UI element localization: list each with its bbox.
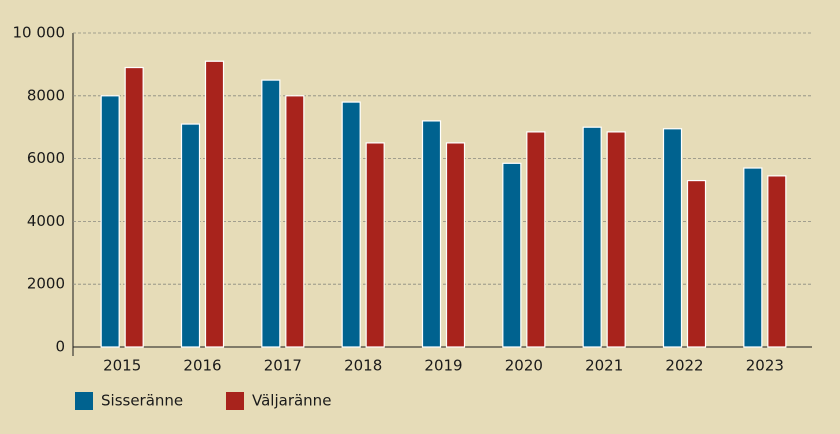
bar [180,123,201,348]
bar [606,131,626,348]
y-tick-label: 2000 [27,275,65,293]
bar [526,131,546,348]
bar [686,179,707,348]
bar [743,167,763,348]
x-tick-label: 2018 [344,357,382,375]
y-tick-label: 10 000 [13,24,66,42]
y-tick-label: 8000 [27,86,65,104]
x-tick-label: 2015 [103,357,141,375]
bar [124,66,144,348]
y-tick-label: 6000 [27,149,65,167]
bar [502,162,522,348]
bar [767,175,787,348]
y-tick-label: 4000 [27,212,65,230]
x-tick-label: 2022 [665,357,703,375]
bar [582,126,602,348]
x-tick-label: 2019 [424,357,462,375]
bar [445,142,466,348]
bar [261,79,281,348]
bar [341,101,361,348]
bar [365,142,385,348]
legend-label: Sisseränne [101,392,183,410]
bar [421,120,442,348]
x-tick-label: 2017 [264,357,302,375]
x-tick-label: 2021 [585,357,623,375]
bar [204,60,225,348]
legend-label: Väljaränne [252,392,331,410]
legend-swatch [226,392,244,410]
y-tick-label: 0 [55,338,65,356]
legend-swatch [75,392,93,410]
bar [285,95,305,348]
bar [662,128,683,348]
x-tick-label: 2016 [183,357,221,375]
x-tick-label: 2023 [746,357,784,375]
x-tick-label: 2020 [505,357,543,375]
bar [100,95,120,348]
